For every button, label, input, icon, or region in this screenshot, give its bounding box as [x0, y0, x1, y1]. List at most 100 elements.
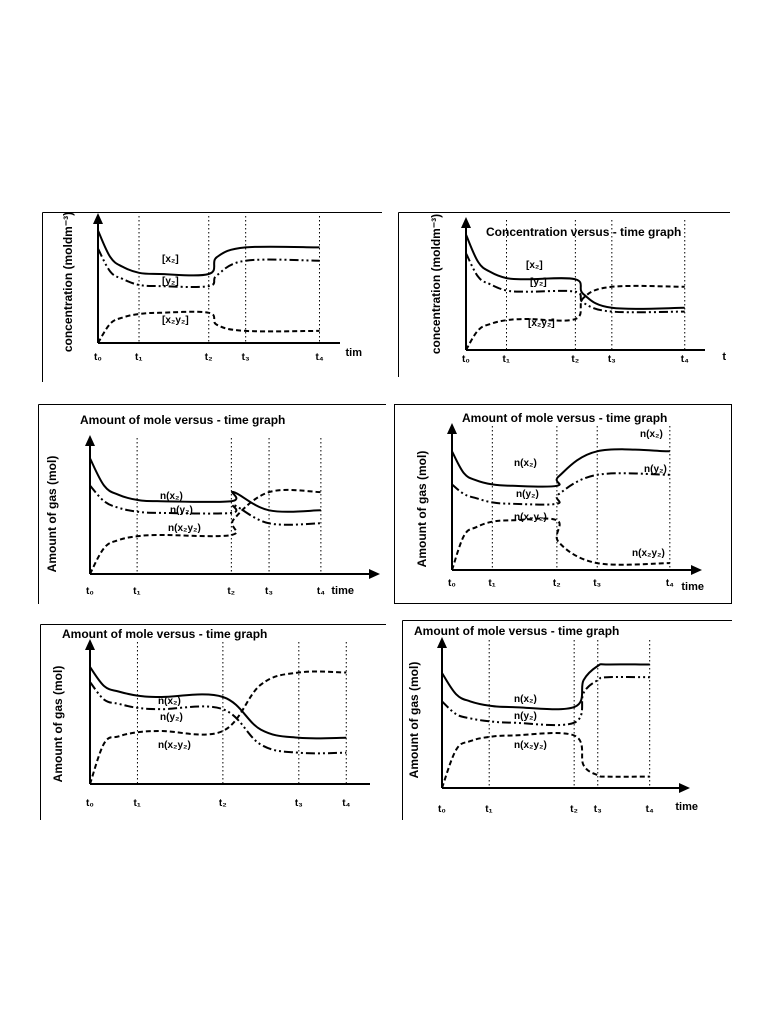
chart-2-tick-2: t₂	[571, 354, 579, 365]
chart-3-tick-1: t₁	[133, 586, 140, 597]
chart-1-y-axis-label: concentration (moldm⁻³)	[61, 212, 75, 352]
chart-6-y-axis-label: Amount of gas (mol)	[407, 662, 421, 779]
chart-4-series-label-1: n(x₂)	[514, 458, 537, 469]
chart-4-svg: Amount of mole versus - time graph Amount…	[394, 404, 732, 604]
chart-1-series-3	[97, 310, 320, 344]
chart-5-series-1	[89, 666, 347, 740]
chart-3-tick-0: t₀	[86, 586, 94, 597]
chart-3-y-arrow	[85, 435, 95, 446]
chart-6-x-arrow	[679, 783, 690, 793]
chart-1-tick-3: t₃	[242, 352, 250, 363]
chart-6-series-3	[441, 732, 650, 789]
chart-2-series-label-3: [x₂y₂]	[528, 318, 555, 329]
chart-6-title: Amount of mole versus - time graph	[414, 624, 619, 638]
chart-3-series-label-3: n(x₂y₂)	[168, 523, 201, 534]
chart-3-svg: Amount of mole versus - time graph Amount…	[38, 404, 386, 604]
chart-1-series-1	[97, 230, 320, 277]
chart-2-series-1	[465, 234, 685, 310]
chart-panel-6: Amount of mole versus - time graph Amount…	[402, 620, 732, 820]
chart-6-series-label-1: n(x₂)	[514, 694, 537, 705]
chart-panel-5: Amount of mole versus - time graph Amount…	[40, 624, 386, 820]
chart-1-tick-2: t₂	[205, 352, 213, 363]
chart-5-title: Amount of mole versus - time graph	[62, 627, 267, 641]
chart-4-series-label-4: n(x₂)	[640, 429, 663, 440]
chart-2-tick-1: t₁	[503, 354, 510, 365]
chart-6-series-2	[441, 675, 650, 727]
chart-5-y-axis-label: Amount of gas (mol)	[51, 666, 65, 783]
chart-2-y-arrow	[461, 217, 471, 228]
chart-4-series-2	[451, 472, 670, 506]
chart-5-tick-4: t₄	[342, 798, 350, 809]
chart-4-tick-4: t₄	[666, 578, 674, 589]
chart-5-tick-0: t₀	[86, 798, 94, 809]
chart-2-tick-3: t₃	[608, 354, 616, 365]
chart-2-title: Concentration versus - time graph	[486, 225, 681, 239]
chart-6-tick-4: t₄	[646, 804, 654, 815]
chart-2-tick-0: t₀	[462, 354, 470, 365]
chart-6-tick-0: t₀	[438, 804, 446, 815]
panel-4-border	[394, 404, 732, 604]
chart-6-series-1	[441, 663, 650, 711]
chart-3-series-label-1: n(x₂)	[160, 491, 183, 502]
chart-4-tick-1: t₁	[488, 578, 495, 589]
chart-panel-4: Amount of mole versus - time graph Amount…	[394, 404, 732, 604]
chart-panel-1: concentration (moldm⁻³) t₀ t₁ t₂ t₃ t₄ tim [x₂]…	[42, 212, 382, 382]
chart-6-series-label-2: n(y₂)	[514, 711, 537, 722]
chart-4-series-3	[451, 517, 670, 571]
chart-4-tick-3: t₃	[593, 578, 601, 589]
chart-6-x-axis-label: time	[675, 801, 698, 813]
chart-6-tick-1: t₁	[485, 804, 492, 815]
chart-4-tick-0: t₀	[448, 578, 456, 589]
chart-4-series-label-5: n(y₂)	[644, 464, 667, 475]
chart-2-x-axis-label: t	[722, 351, 726, 363]
chart-4-series-label-2: n(y₂)	[516, 489, 539, 500]
chart-4-tick-2: t₂	[553, 578, 561, 589]
chart-6-svg: Amount of mole versus - time graph Amount…	[402, 620, 732, 820]
chart-3-series-1	[89, 457, 321, 513]
chart-4-x-axis-label: time	[681, 581, 704, 593]
chart-5-series-label-3: n(x₂y₂)	[158, 740, 191, 751]
chart-1-series-label-3: [x₂y₂]	[162, 315, 189, 326]
chart-5-series-2	[89, 681, 347, 755]
chart-5-series-label-2: n(y₂)	[160, 712, 183, 723]
chart-4-series-label-3: n(x₂y₂)	[514, 512, 547, 523]
chart-3-y-axis-label: Amount of gas (mol)	[45, 456, 59, 573]
chart-3-tick-3: t₃	[265, 586, 273, 597]
chart-6-tick-2: t₂	[570, 804, 578, 815]
chart-1-svg: concentration (moldm⁻³) t₀ t₁ t₂ t₃ t₄ tim [x₂]…	[42, 212, 382, 382]
chart-6-y-arrow	[437, 637, 447, 648]
chart-panel-3: Amount of mole versus - time graph Amount…	[38, 404, 386, 604]
chart-3-tick-4: t₄	[317, 586, 325, 597]
chart-1-series-2	[97, 248, 320, 289]
chart-5-y-arrow	[85, 639, 95, 650]
chart-2-series-2	[465, 252, 685, 314]
chart-2-series-label-2: [y₂]	[530, 277, 547, 288]
chart-3-x-axis-label: time	[331, 585, 354, 597]
chart-4-y-arrow	[447, 423, 457, 434]
chart-2-y-axis-label: concentration (moldm⁻³)	[429, 214, 443, 354]
chart-4-title: Amount of mole versus - time graph	[462, 411, 667, 425]
chart-3-series-3	[89, 488, 321, 575]
chart-panel-2: Concentration versus - time graph concent…	[398, 212, 730, 377]
chart-4-series-label-6: n(x₂y₂)	[632, 548, 665, 559]
chart-1-tick-0: t₀	[94, 352, 102, 363]
chart-2-svg: Concentration versus - time graph concent…	[398, 212, 730, 377]
chart-1-tick-4: t₄	[315, 352, 323, 363]
chart-5-tick-2: t₂	[219, 798, 227, 809]
chart-3-tick-2: t₂	[227, 586, 235, 597]
chart-4-y-axis-label: Amount of gas (mol)	[415, 451, 429, 568]
chart-4-series-1	[451, 448, 670, 488]
chart-5-tick-1: t₁	[133, 798, 140, 809]
chart-5-tick-3: t₃	[295, 798, 303, 809]
chart-2-series-label-1: [x₂]	[526, 260, 543, 271]
chart-2-series-3	[465, 284, 685, 351]
chart-4-x-arrow	[691, 565, 702, 575]
chart-5-series-label-1: n(x₂)	[158, 696, 181, 707]
chart-6-series-label-3: n(x₂y₂)	[514, 740, 547, 751]
chart-5-series-3	[89, 670, 347, 785]
chart-1-series-label-2: [y₂]	[162, 276, 179, 287]
chart-1-series-label-1: [x₂]	[162, 254, 179, 265]
chart-3-title: Amount of mole versus - time graph	[80, 413, 285, 427]
chart-3-series-label-2: n(y₂)	[170, 505, 193, 516]
chart-1-x-axis-label: tim	[346, 347, 363, 359]
